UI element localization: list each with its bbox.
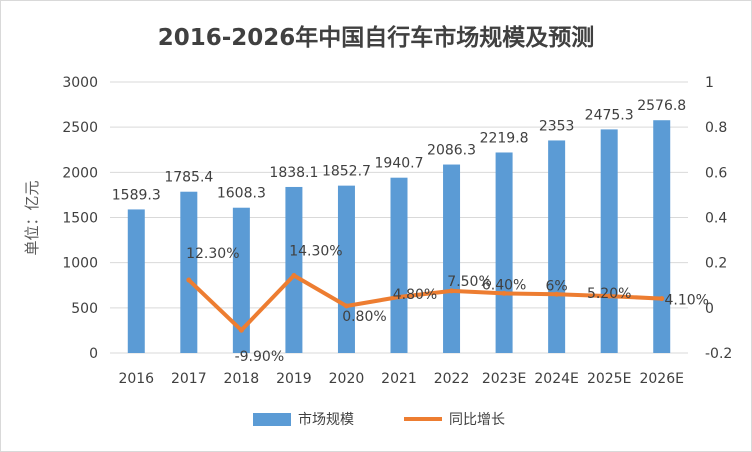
y2-tick-label: 0.8	[705, 120, 727, 136]
y-tick-label: 500	[71, 301, 98, 317]
x-tick-label: 2026E	[639, 371, 683, 387]
x-tick-label: 2025E	[587, 371, 631, 387]
y2-tick-label: 0.2	[705, 256, 727, 272]
x-tick-label: 2019	[276, 371, 312, 387]
line-point	[449, 288, 455, 294]
y-tick-label: 1500	[62, 211, 98, 227]
bar-data-label: 1589.3	[112, 187, 161, 203]
line-data-label: 14.30%	[289, 244, 342, 260]
line-data-label: 0.80%	[342, 309, 386, 325]
y-tick-label: 3000	[62, 75, 98, 91]
x-tick-label: 2017	[171, 371, 207, 387]
legend-swatch-bar	[253, 413, 291, 426]
line-data-label: 5.20%	[587, 286, 631, 302]
bar-data-label: 1785.4	[164, 170, 213, 186]
growth-line	[186, 273, 664, 333]
y2-tick-label: 0.4	[705, 211, 727, 227]
y-axis-ticks: 0 500 1000 1500 2000 2500 3000	[62, 75, 98, 362]
bar	[232, 207, 250, 353]
bar-data-label: 2086.3	[427, 143, 476, 159]
bar	[390, 177, 408, 353]
bar	[285, 186, 303, 353]
bar	[337, 185, 355, 353]
y2-tick-label: 0	[705, 301, 714, 317]
line-point	[396, 294, 402, 300]
line-point	[606, 293, 612, 299]
line-data-label: 4.80%	[393, 287, 437, 303]
x-tick-label: 2018	[224, 371, 260, 387]
line-point	[554, 291, 560, 297]
y-tick-label: 2000	[62, 165, 98, 181]
bar-data-label: 2353	[539, 118, 575, 134]
bar-series	[127, 120, 671, 353]
line-data-label: 7.50%	[447, 274, 491, 290]
bar	[600, 129, 618, 353]
bar	[495, 152, 513, 353]
bar-data-label: 1852.7	[322, 164, 371, 180]
chart-title: 2016-2026年中国自行车市场规模及预测	[158, 24, 595, 51]
x-tick-label: 2022	[434, 371, 470, 387]
line-point	[659, 296, 665, 302]
legend-label-bar: 市场规模	[298, 411, 354, 428]
line-data-label: 12.30%	[186, 246, 239, 262]
bar-data-label: 2475.3	[585, 107, 634, 123]
y-tick-label: 0	[89, 346, 98, 362]
bar-data-label: 2219.8	[480, 130, 529, 146]
bar-data-label: 1608.3	[217, 186, 266, 202]
bar-data-label: 1838.1	[269, 165, 318, 181]
line-data-label: 4.10%	[664, 293, 708, 309]
line-point	[291, 273, 297, 279]
line-data-labels: 12.30% -9.90% 14.30% 0.80% 4.80% 7.50%6.40% 6%…	[186, 244, 709, 366]
bar	[548, 140, 566, 353]
x-tick-label: 2021	[381, 371, 417, 387]
bar	[443, 164, 461, 353]
x-tick-label: 2016	[118, 371, 154, 387]
x-tick-label: 2023E	[482, 371, 526, 387]
bar-data-label: 1940.7	[375, 156, 424, 172]
y-axis-label: 单位：亿元	[23, 180, 41, 255]
line-series	[186, 273, 665, 333]
bar	[180, 191, 198, 353]
x-tick-label: 2024E	[534, 371, 578, 387]
bar	[653, 120, 671, 353]
line-point	[343, 303, 349, 309]
line-data-label: 6%	[546, 278, 568, 294]
y2-tick-label: 1	[705, 75, 714, 91]
gridlines	[110, 81, 688, 354]
y2-axis-ticks: -0.2 0 0.2 0.4 0.6 0.8 1	[705, 75, 732, 362]
legend-label-line: 同比增长	[449, 412, 505, 428]
line-point	[186, 277, 192, 283]
line-point	[501, 290, 507, 296]
y2-tick-label: -0.2	[705, 346, 732, 362]
y2-tick-label: 0.6	[705, 165, 727, 181]
legend: 市场规模 同比增长	[253, 411, 505, 428]
y-tick-label: 2500	[62, 120, 98, 136]
bar	[127, 209, 145, 353]
y-tick-label: 1000	[62, 256, 98, 272]
line-point	[238, 327, 244, 333]
line-data-label: 6.40%	[482, 277, 526, 293]
x-axis-ticks: 2016 2017 2018 2019 2020 2021 2022 2023E 2024E 20…	[118, 371, 684, 387]
bar-data-label: 2576.8	[637, 98, 686, 114]
line-data-label: -9.90%	[235, 349, 285, 365]
x-tick-label: 2020	[329, 371, 365, 387]
